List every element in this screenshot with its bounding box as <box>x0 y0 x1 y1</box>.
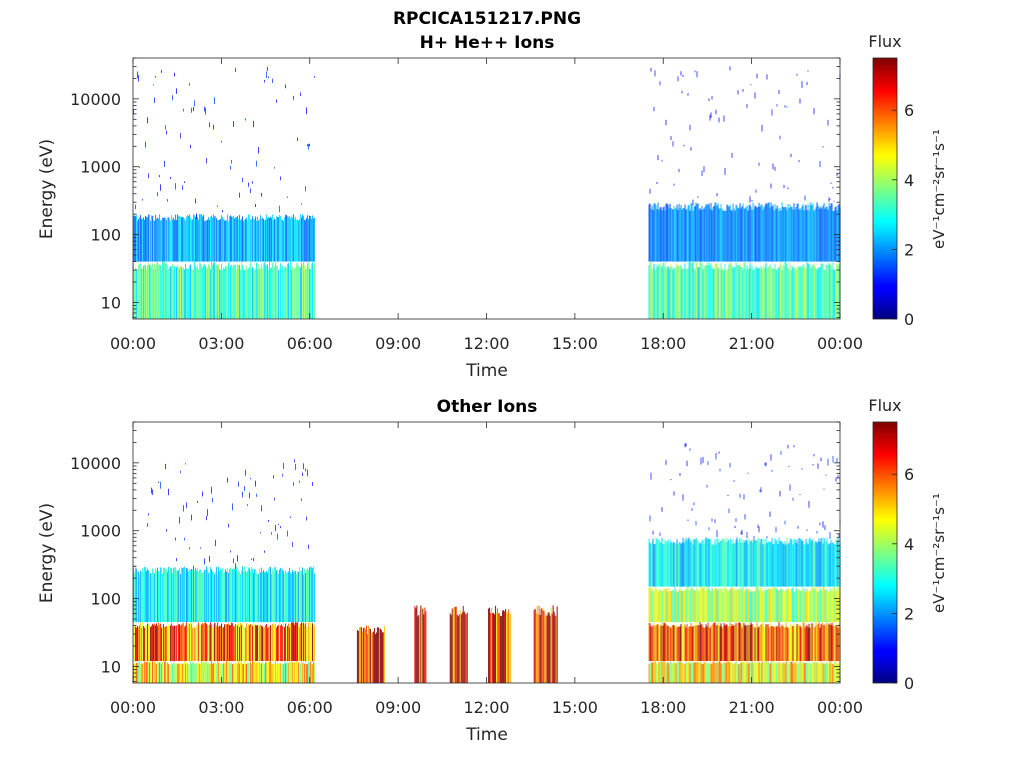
colorbar <box>872 57 898 320</box>
flux-block-5 <box>649 66 841 206</box>
x-tick-label: 06:00 <box>287 334 333 353</box>
y-tick-label: 1000 <box>80 158 121 177</box>
y-axis-label: Energy (eV) <box>37 503 57 603</box>
panel-title: H+ He++ Ions <box>420 33 555 53</box>
flux-block-0 <box>133 261 316 319</box>
colorbar-tick-label: 0 <box>904 310 914 329</box>
x-tick-label: 21:00 <box>729 698 775 717</box>
x-tick-label: 18:00 <box>640 334 686 353</box>
flux-block-2 <box>133 566 316 623</box>
flux-block-12 <box>648 537 841 587</box>
x-tick-label: 18:00 <box>640 698 686 717</box>
colorbar-tick-label: 6 <box>904 101 914 120</box>
flux-block-10 <box>648 622 841 662</box>
colorbar-tick-label: 4 <box>904 535 914 554</box>
flux-block-3 <box>134 459 313 572</box>
x-tick-label: 03:00 <box>198 698 244 717</box>
flux-block-13 <box>649 442 841 543</box>
y-tick-label: 100 <box>90 226 121 245</box>
colorbar-units: eV⁻¹cm⁻²sr⁻¹s⁻¹ <box>930 493 948 613</box>
x-tick-label: 12:00 <box>463 698 509 717</box>
colorbar-tick-label: 6 <box>904 465 914 484</box>
flux-block-0 <box>133 661 316 683</box>
flux-block-6 <box>449 606 468 683</box>
colorbar-label: Flux <box>868 32 901 51</box>
y-tick-label: 10000 <box>70 454 121 473</box>
y-tick-label: 100 <box>90 590 121 609</box>
colorbar-ticks: 0 2 4 6 <box>892 101 914 329</box>
x-tick-label: 15:00 <box>552 334 598 353</box>
flux-block-2 <box>133 66 315 220</box>
flux-block-11 <box>648 586 841 623</box>
x-tick-label: 15:00 <box>552 698 598 717</box>
flux-block-4 <box>356 625 385 683</box>
flux-block-4 <box>648 202 841 262</box>
x-tick-label: 03:00 <box>198 334 244 353</box>
x-tick-label: 00:00 <box>110 334 156 353</box>
panel-title: Other Ions <box>437 397 538 417</box>
flux-block-3 <box>648 261 841 319</box>
flux-block-9 <box>648 661 841 683</box>
panel-h-he-ions: H+ He++ Ions 00:00 03:00 06:00 09:00 12:00 15… <box>37 32 948 381</box>
y-tick-label: 1000 <box>80 522 121 541</box>
y-tick-label: 10 <box>101 657 121 676</box>
x-tick-label: 09:00 <box>375 698 421 717</box>
spectrogram-data <box>133 442 841 683</box>
colorbar <box>872 421 898 684</box>
panel-other-ions: Other Ions 00:00 03:00 06:00 09:00 12:00 15:0… <box>37 396 948 745</box>
spectrogram-data <box>133 66 841 319</box>
axes: 00:00 03:00 06:00 09:00 12:00 15:00 18:00 21:00… <box>70 57 863 353</box>
x-axis-label: Time <box>465 725 508 745</box>
flux-block-1 <box>133 622 316 662</box>
colorbar-tick-label: 2 <box>904 240 914 259</box>
x-tick-label: 00:00 <box>817 698 863 717</box>
x-tick-label: 00:00 <box>110 698 156 717</box>
x-tick-label: 00:00 <box>817 334 863 353</box>
y-tick-label: 10000 <box>70 90 121 109</box>
x-tick-label: 09:00 <box>375 334 421 353</box>
y-tick-label: 10 <box>101 293 121 312</box>
x-tick-label: 12:00 <box>463 334 509 353</box>
flux-block-8 <box>533 605 558 683</box>
x-axis-label: Time <box>465 361 508 381</box>
flux-block-1 <box>133 214 316 262</box>
x-tick-label: 21:00 <box>729 334 775 353</box>
flux-block-7 <box>488 605 512 683</box>
colorbar-ticks: 0 2 4 6 <box>892 465 914 693</box>
figure-title: RPCICA151217.PNG <box>393 9 581 29</box>
x-tick-label: 06:00 <box>287 698 333 717</box>
colorbar-tick-label: 4 <box>904 171 914 190</box>
colorbar-label: Flux <box>868 396 901 415</box>
colorbar-units: eV⁻¹cm⁻²sr⁻¹s⁻¹ <box>930 129 948 249</box>
axes: 00:00 03:00 06:00 09:00 12:00 15:00 18:00 21:00… <box>70 421 863 717</box>
flux-block-5 <box>414 605 427 683</box>
y-axis-label: Energy (eV) <box>37 139 57 239</box>
colorbar-tick-label: 2 <box>904 604 914 623</box>
colorbar-tick-label: 0 <box>904 674 914 693</box>
